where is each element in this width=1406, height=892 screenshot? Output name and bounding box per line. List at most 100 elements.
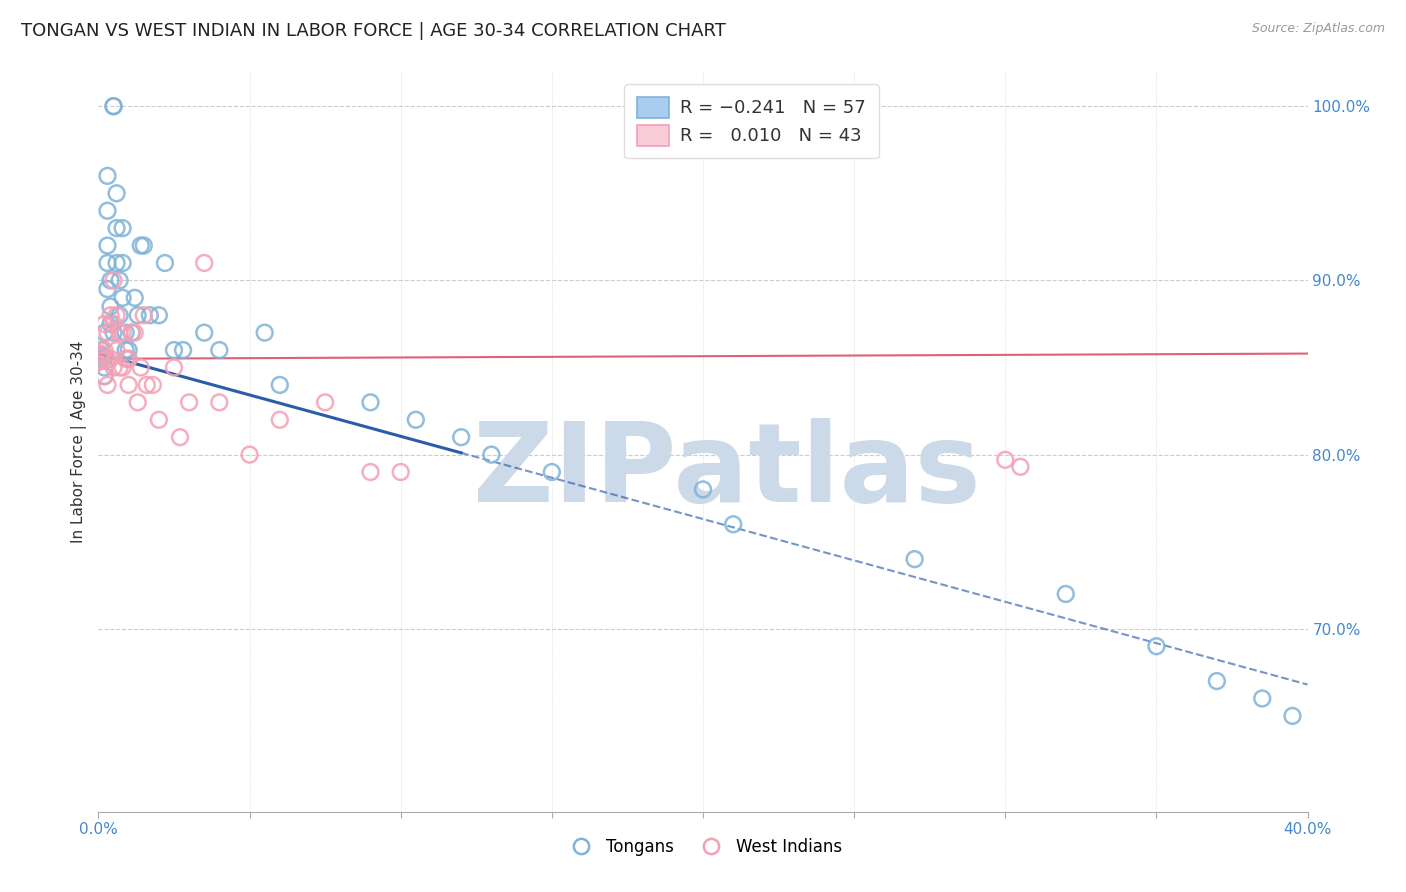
Point [100,317,122,331]
Point [100,308,122,322]
Point [118,351,141,366]
Point [124,326,146,340]
Y-axis label: In Labor Force | Age 30-34: In Labor Force | Age 30-34 [72,340,87,543]
Point [114,343,136,357]
Point [127,395,149,409]
Point [111,291,134,305]
Point [90,346,112,360]
Point [93,343,115,357]
Point [105,186,128,201]
Point [253,326,276,340]
Point [118,351,141,366]
Point [450,430,472,444]
Point [481,448,503,462]
Point [132,308,155,322]
Text: Source: ZipAtlas.com: Source: ZipAtlas.com [1251,22,1385,36]
Point [139,308,162,322]
Legend: Tongans, West Indians: Tongans, West Indians [558,831,848,863]
Point [1251,691,1274,706]
Point [103,273,125,287]
Point [994,453,1017,467]
Point [692,483,714,497]
Point [163,360,186,375]
Point [105,256,128,270]
Point [723,517,745,532]
Point [96,238,118,252]
Point [90,348,112,362]
Point [93,350,115,364]
Point [163,343,186,357]
Point [103,99,125,113]
Point [96,256,118,270]
Point [269,378,291,392]
Point [121,326,143,340]
Point [105,343,128,357]
Point [111,221,134,235]
Point [90,343,112,357]
Point [132,238,155,252]
Point [208,395,231,409]
Point [124,291,146,305]
Point [405,413,427,427]
Text: TONGAN VS WEST INDIAN IN LABOR FORCE | AGE 30-34 CORRELATION CHART: TONGAN VS WEST INDIAN IN LABOR FORCE | A… [21,22,725,40]
Point [100,351,122,366]
Point [96,351,118,366]
Point [314,395,336,409]
Point [93,326,115,340]
Point [360,395,382,409]
Point [172,343,194,357]
Point [96,282,118,296]
Point [96,378,118,392]
Point [100,300,122,314]
Point [1010,459,1032,474]
Point [148,413,170,427]
Point [103,99,125,113]
Point [105,308,128,322]
Point [108,308,131,322]
Point [93,369,115,384]
Point [1144,639,1167,653]
Text: ZIPatlas: ZIPatlas [474,417,981,524]
Point [108,273,131,287]
Point [142,378,165,392]
Point [100,273,122,287]
Point [103,326,125,340]
Point [96,169,118,183]
Point [1054,587,1077,601]
Point [129,238,152,252]
Point [103,360,125,375]
Point [193,256,215,270]
Point [90,353,112,368]
Point [1206,674,1229,689]
Point [111,256,134,270]
Point [904,552,927,566]
Point [269,413,291,427]
Point [118,343,141,357]
Point [121,326,143,340]
Point [90,350,112,364]
Point [96,203,118,218]
Point [118,378,141,392]
Point [108,326,131,340]
Point [90,351,112,366]
Point [179,395,201,409]
Point [103,317,125,331]
Point [135,378,157,392]
Point [111,326,134,340]
Point [208,343,231,357]
Point [360,465,382,479]
Point [169,430,191,444]
Point [105,221,128,235]
Point [1281,709,1303,723]
Point [96,326,118,340]
Point [114,351,136,366]
Point [129,360,152,375]
Point [108,360,131,375]
Point [389,465,412,479]
Point [93,369,115,384]
Point [153,256,176,270]
Point [127,308,149,322]
Point [540,465,562,479]
Point [111,360,134,375]
Point [193,326,215,340]
